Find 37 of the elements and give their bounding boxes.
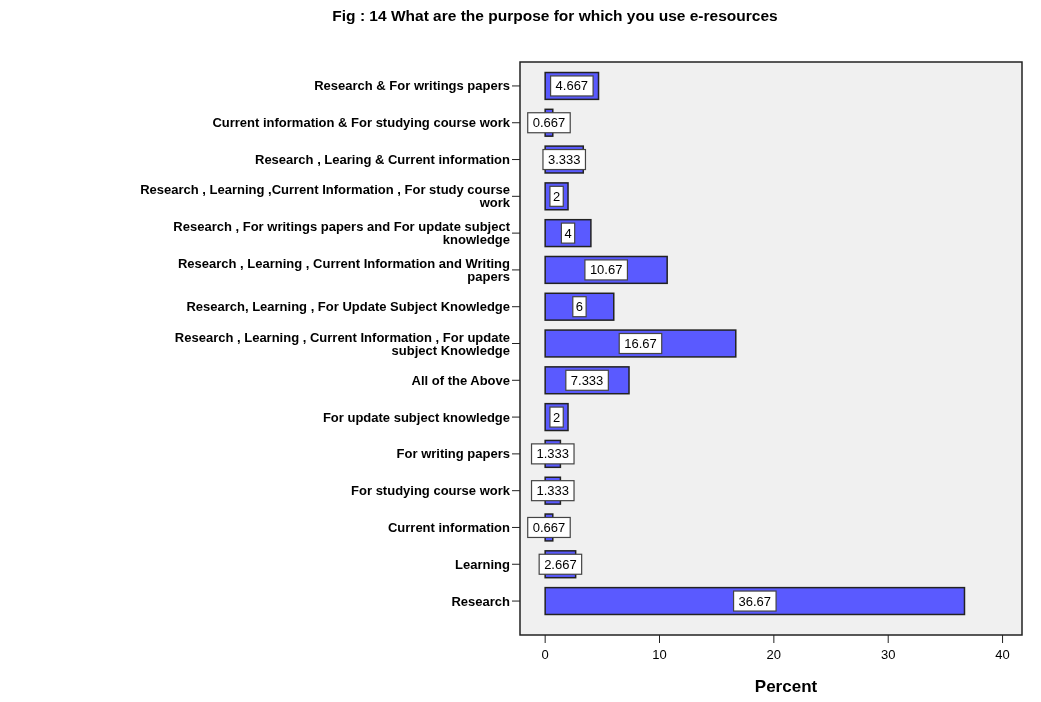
data-label: 1.333 bbox=[536, 483, 570, 499]
data-label: 2 bbox=[552, 409, 561, 425]
data-label: 36.67 bbox=[738, 593, 772, 609]
data-label: 4 bbox=[564, 225, 572, 241]
data-label: 0.667 bbox=[532, 115, 566, 131]
y-tick-label: Research , For writings papers and For update subject knowledge bbox=[173, 219, 511, 248]
y-tick-label: Current information bbox=[387, 519, 511, 535]
data-label: 1.333 bbox=[536, 446, 570, 462]
chart-title: Fig : 14 What are the purpose for which you use e-resources bbox=[332, 7, 778, 24]
data-label: 6 bbox=[575, 299, 584, 315]
data-label: 3.333 bbox=[547, 152, 581, 168]
y-tick-label: Research , Learning , Current Information and Writing papers bbox=[177, 255, 511, 284]
x-tick-label: 0 bbox=[541, 647, 549, 662]
x-axis-title: Percent bbox=[754, 677, 818, 696]
y-tick-label: Research , Learing & Current information bbox=[255, 152, 511, 168]
x-tick-label: 30 bbox=[880, 647, 896, 662]
data-label: 7.333 bbox=[570, 372, 604, 388]
y-tick-label: Research , Learning ,Current Information , For study course work bbox=[140, 182, 511, 211]
y-tick-label: Research, Learning , For Update Subject Knowledge bbox=[186, 299, 510, 315]
data-label: 0.667 bbox=[532, 519, 566, 535]
y-tick-label: Research , Learning , Current Information , For update subject Knowledge bbox=[174, 329, 510, 358]
y-tick-label: For writing papers bbox=[396, 446, 510, 462]
y-tick-label: For update subject knowledge bbox=[322, 409, 510, 425]
data-label: 2 bbox=[552, 188, 561, 204]
x-tick-label: 10 bbox=[652, 647, 667, 662]
data-label: 10.67 bbox=[589, 262, 623, 278]
data-label: 16.67 bbox=[624, 336, 657, 351]
y-tick-label: For studying course work bbox=[351, 483, 511, 499]
y-tick-label: Learning bbox=[455, 556, 511, 572]
data-label: 4.667 bbox=[555, 78, 589, 94]
x-tick-label: 40 bbox=[995, 647, 1010, 662]
x-tick-label: 20 bbox=[766, 647, 782, 662]
y-tick-label: Research & For writings papers bbox=[314, 78, 510, 94]
y-tick-label: Research bbox=[451, 593, 511, 609]
y-tick-label: Current information & For studying course work bbox=[212, 115, 511, 131]
data-label: 2.667 bbox=[544, 556, 577, 572]
y-tick-label: All of the Above bbox=[411, 372, 510, 388]
